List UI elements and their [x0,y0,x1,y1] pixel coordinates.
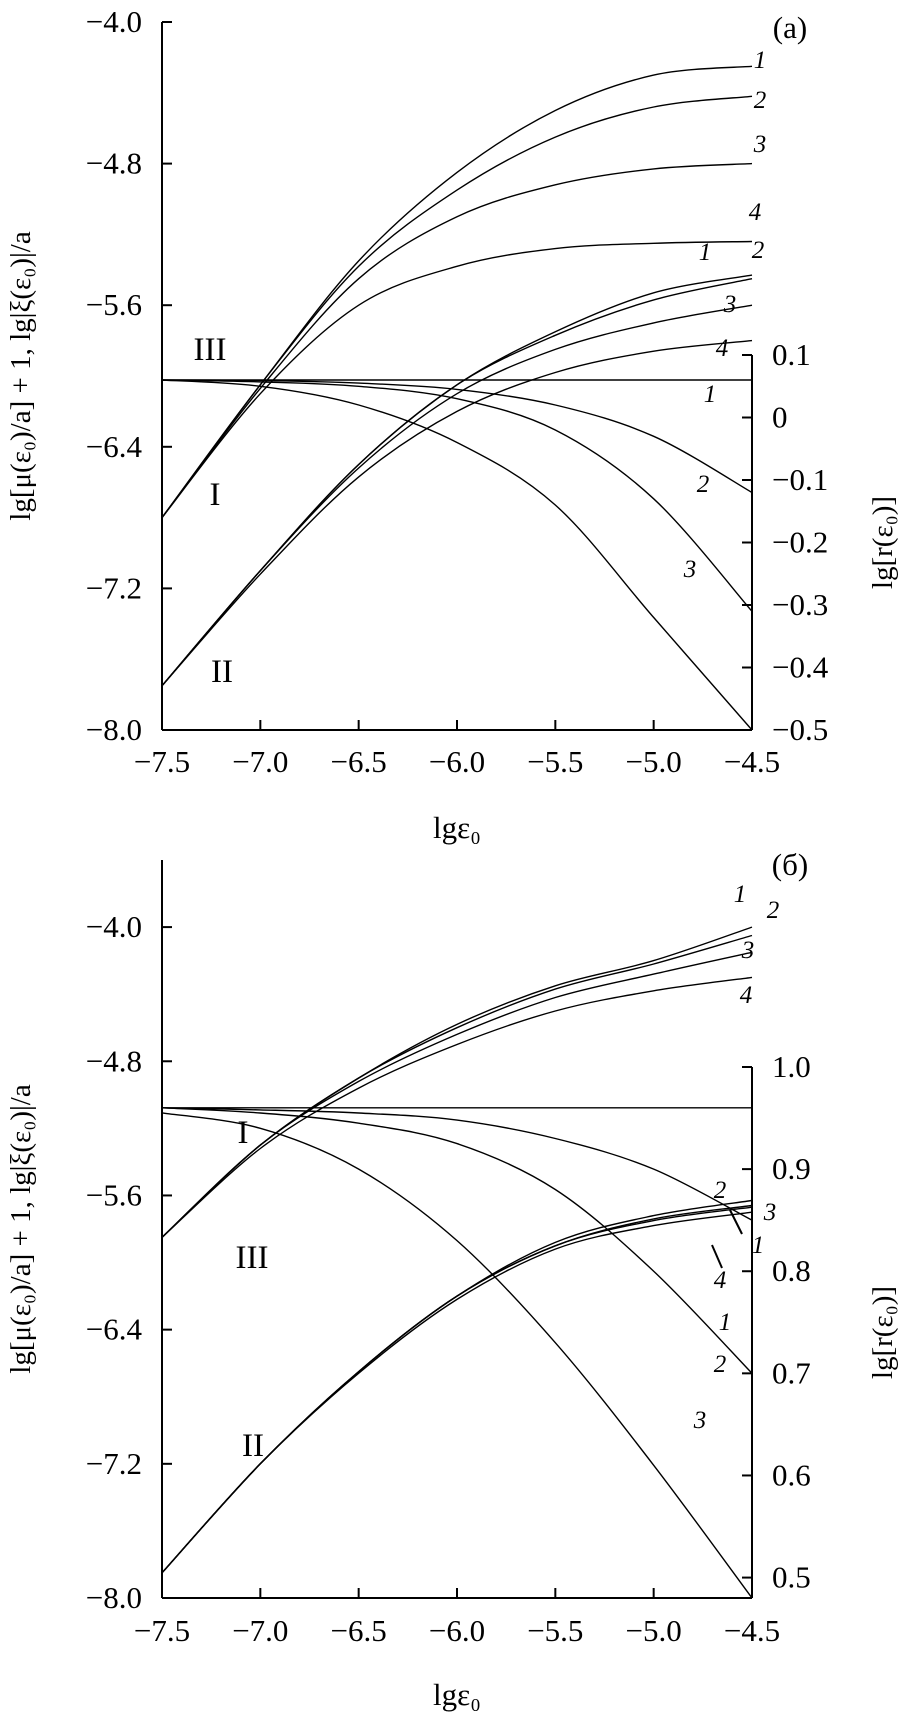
y-right-tick-label: −0.3 [772,587,828,622]
curve-number-label: 2 [714,1351,727,1378]
curve-number-label: 3 [741,937,755,964]
y-right-tick-label: −0.2 [772,525,828,560]
y-left-tick-label: −6.4 [86,429,143,464]
y-left-tick-label: −7.2 [86,570,142,605]
y-right-tick-label: 0.7 [772,1355,811,1390]
curve-number-label: 2 [754,87,767,114]
curve-number-label: 1 [734,881,747,908]
y-right-tick-label: 1.0 [772,1049,811,1084]
y-left-tick-label: −4.0 [86,4,142,39]
y-right-tick-label: −0.5 [772,712,828,747]
x-tick-label: −7.0 [232,1613,288,1648]
y-left-axis-label: lg[μ(ε₀)/a] + 1, lg|ξ(ε₀)|/a [5,1084,37,1374]
curve-number-label: 1 [699,239,712,266]
curve-I-2 [161,95,753,519]
curve-I-2 [161,934,753,1238]
curve-III-2 [161,379,753,612]
pointer-line [711,1244,723,1269]
panel-b: −7.5 −7.0 −6.5 −6.0 −5.5 −5.0 −4.5 −4.0 −4.8 −5.6… [5,847,899,1712]
y-left-tick-label: −4.0 [86,909,142,944]
group-label-III: III [236,1240,269,1276]
pointer-line [729,1209,743,1235]
y-right-tick-label: −0.1 [772,462,828,497]
x-tick-label: −4.5 [724,1613,780,1648]
x-tick-label: −7.0 [232,744,288,779]
curve-number-label: 2 [752,237,765,264]
curve-number-label: 2 [767,897,780,924]
curve-II-3 [161,304,753,687]
curve-I-1 [161,926,753,1238]
curve-number-label: 1 [704,381,717,408]
curve-number-label: 1 [754,47,767,74]
y-right-tick-label: 0.1 [772,337,811,372]
curve-I-1 [161,65,753,519]
x-tick-label: −5.0 [626,1613,682,1648]
curve-II-4 [161,339,753,687]
x-tick-label: −5.5 [527,744,583,779]
curve-number-label: 3 [683,556,697,583]
panel-a: −7.5 −7.0 −6.5 −6.0 −5.5 −5.0 −4.5 −4.0 −4.8 −5.6… [5,4,899,845]
x-tick-label: −7.5 [134,1613,190,1648]
curve-number-label: 4 [749,199,762,226]
y-left-axis-label: lg[μ(ε₀)/a] + 1, lg|ξ(ε₀)|/a [5,231,37,521]
curve-number-label: 3 [753,131,767,158]
y-right-axis-label: lg[r(ε₀)] [867,496,899,589]
y-right-tick-label: 0.6 [772,1457,811,1492]
x-tick-label: −5.0 [626,744,682,779]
curve-I-3 [161,951,753,1238]
curve-II-2 [161,278,753,687]
group-label-II: II [242,1428,264,1464]
curve-II-1 [161,274,753,687]
curve-number-label: 4 [716,335,729,362]
curve-number-label: 2 [714,1177,727,1204]
y-right-tick-label: 0.9 [772,1151,811,1186]
y-left-tick-label: −4.8 [86,1043,142,1078]
curve-I-3 [161,162,753,519]
y-right-tick-label: 0.5 [772,1560,811,1595]
group-label-I: I [238,1115,249,1151]
x-tick-label: −6.5 [331,744,387,779]
curve-number-label: 1 [752,1232,765,1259]
x-tick-label: −5.5 [527,1613,583,1648]
x-tick-label: −6.5 [331,1613,387,1648]
x-tick-label: −4.5 [724,744,780,779]
curve-number-label: 3 [763,1199,777,1226]
panel-label: (a) [773,10,807,45]
x-axis-label: lgε₀ [433,1677,481,1712]
group-label-II: II [211,654,233,690]
group-label-III: III [194,332,227,368]
curve-III-1 [161,379,753,494]
x-axis-label: lgε₀ [433,810,481,845]
x-tick-label: −7.5 [134,744,190,779]
curve-number-label: 3 [723,291,737,318]
y-right-tick-label: −0.4 [772,650,829,685]
panel-label: (б) [772,847,808,882]
curve-number-label: 2 [697,471,710,498]
y-left-tick-label: −8.0 [86,712,142,747]
x-tick-label: −6.0 [429,744,485,779]
curve-number-label: 1 [719,1309,732,1336]
curve-I-4 [161,240,753,519]
group-label-I: I [210,477,221,513]
curve-III-3 [161,379,753,731]
y-left-tick-label: −8.0 [86,1580,142,1615]
y-left-tick-label: −5.6 [86,287,142,322]
y-right-axis-label: lg[r(ε₀)] [867,1286,899,1379]
curve-I-4 [161,976,753,1238]
curve-III-1 [161,1107,753,1221]
curve-number-label: 4 [714,1267,727,1294]
y-left-tick-label: −4.8 [86,146,142,181]
curve-II-4 [161,1211,753,1574]
curve-III-2 [161,1107,753,1374]
y-left-tick-label: −5.6 [86,1177,142,1212]
curve-number-label: 4 [740,982,753,1009]
curve-number-label: 3 [693,1407,707,1434]
y-left-tick-label: −6.4 [86,1312,143,1347]
y-left-tick-label: −7.2 [86,1446,142,1481]
y-right-tick-label: 0 [772,400,788,435]
y-right-tick-label: 0.8 [772,1253,811,1288]
curve-III-3 [161,1112,753,1599]
x-tick-label: −6.0 [429,1613,485,1648]
